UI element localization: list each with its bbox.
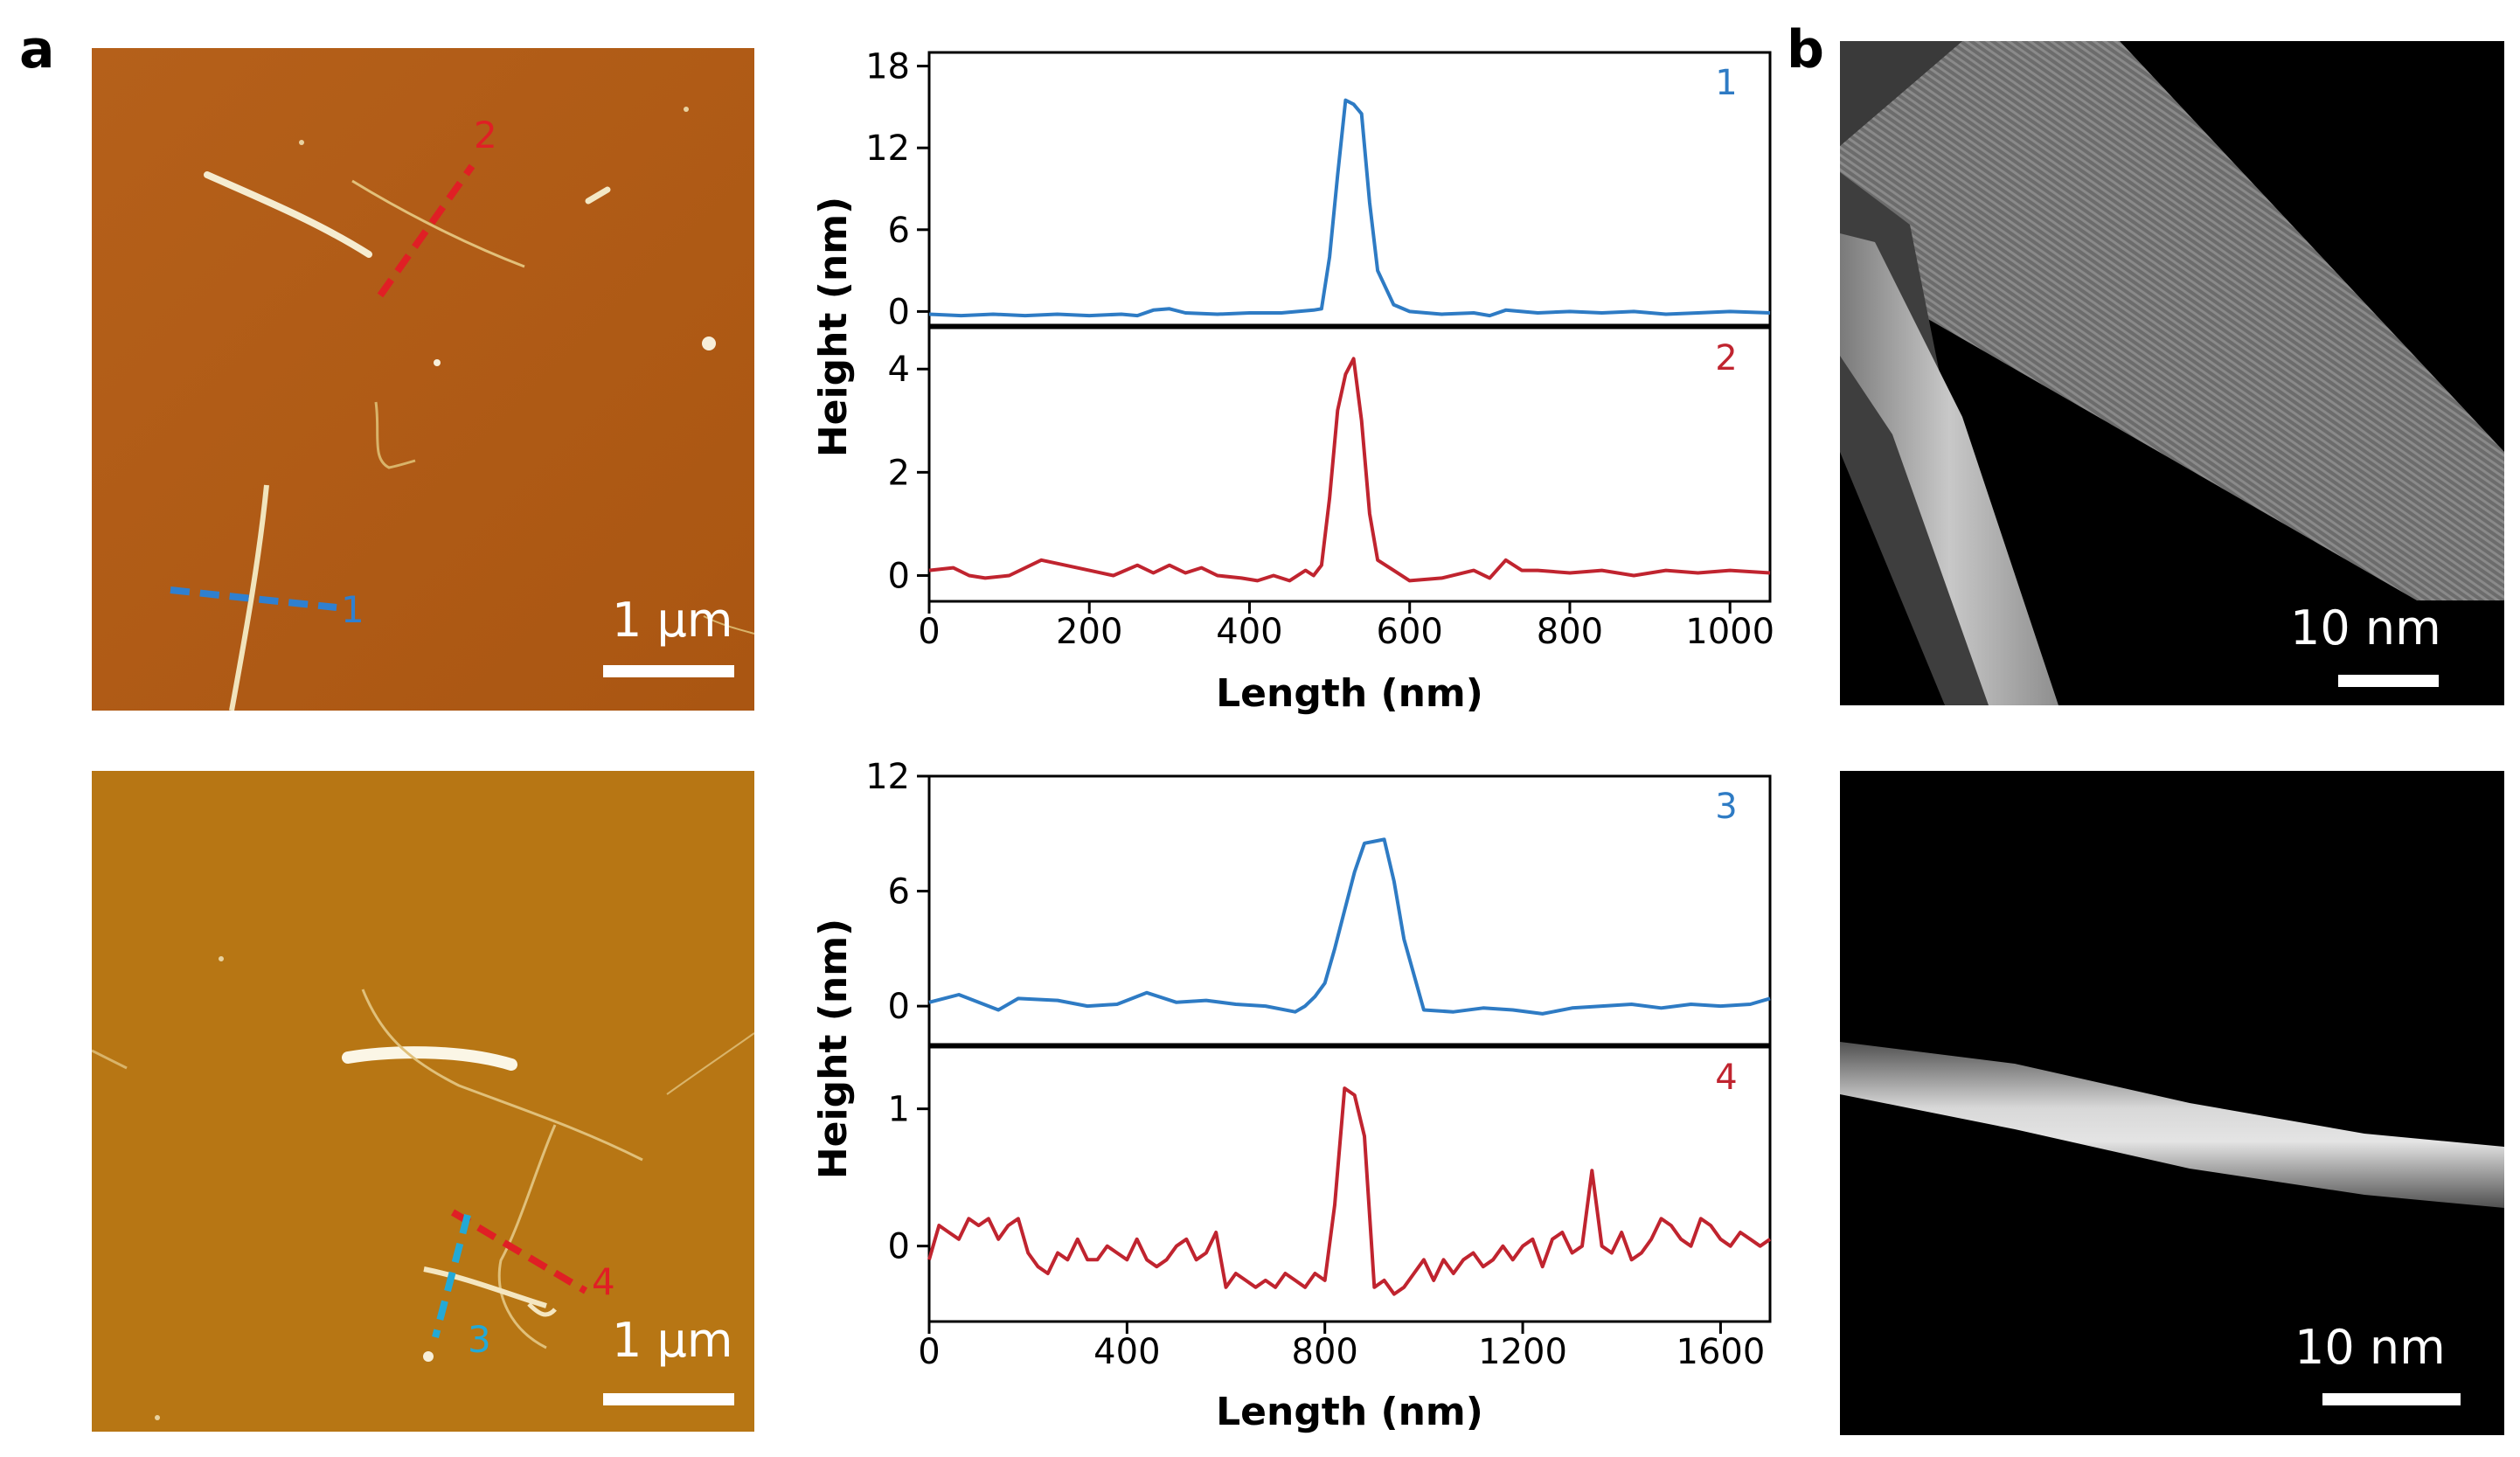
profile-line-4 — [450, 1209, 588, 1294]
profile-line-3 — [432, 1213, 471, 1339]
plot-frame — [927, 51, 1772, 327]
afm-image-bottom: 3 4 1 μm — [92, 771, 754, 1432]
afm-particle — [684, 107, 689, 112]
afm-fiber — [666, 1032, 754, 1095]
y-axis-label: Height (nm) — [811, 197, 856, 457]
afm-fiber — [351, 179, 525, 268]
afm-image-bottom-graphics — [92, 771, 754, 1432]
series-line-2 — [928, 357, 1771, 583]
afm-fiber — [229, 484, 269, 711]
afm-fiber — [497, 1124, 557, 1349]
afm-fiber — [92, 1049, 128, 1070]
plot-frame — [927, 774, 1772, 1046]
tem-nanotube-narrow — [1840, 233, 2058, 705]
profile-line-2-label: 2 — [474, 114, 497, 156]
afm-background — [92, 48, 754, 711]
y-tick-label: 12 — [865, 128, 910, 169]
y-tick-label: 6 — [888, 211, 910, 251]
x-tick-label: 800 — [1537, 612, 1603, 652]
x-tick-label: 600 — [1377, 612, 1443, 652]
series-label-1: 1 — [1715, 63, 1737, 103]
afm-particle — [299, 140, 304, 145]
afm-particle — [219, 956, 224, 961]
afm-fiber — [342, 1046, 517, 1071]
afm-particle — [423, 1351, 434, 1362]
x-axis-label: Length (nm) — [1216, 671, 1483, 716]
y-tick-label: 12 — [865, 757, 910, 797]
tem-nanotube — [1840, 1042, 2504, 1208]
series-label-2: 2 — [1715, 338, 1737, 378]
afm-background — [92, 771, 754, 1432]
tem-scale-bar-bottom — [2322, 1393, 2461, 1405]
tem-image-top-graphics — [1840, 41, 2504, 705]
y-tick-label: 0 — [888, 556, 910, 596]
afm-fiber — [703, 615, 754, 635]
tem-nanotube-wide — [1840, 41, 2504, 600]
afm-particle — [155, 1415, 160, 1420]
x-tick-label: 0 — [918, 1332, 940, 1372]
y-tick-label: 0 — [888, 1227, 910, 1267]
afm-image-top: 1 2 1 μm — [92, 48, 754, 711]
y-tick-label: 0 — [888, 987, 910, 1027]
y-tick-label: 4 — [888, 350, 910, 390]
afm-scale-bar-bottom — [603, 1393, 734, 1405]
afm-fiber — [374, 401, 416, 469]
series-label-3: 3 — [1715, 787, 1737, 827]
tem-image-top: 10 nm — [1840, 41, 2504, 705]
series-label-4: 4 — [1715, 1058, 1737, 1098]
tem-scale-bar-top — [2338, 675, 2439, 687]
y-tick-label: 0 — [888, 292, 910, 332]
y-tick-label: 1 — [888, 1090, 910, 1130]
panel-b-label: b — [1787, 19, 1824, 80]
y-tick-label: 6 — [888, 872, 910, 912]
afm-scale-label-top: 1 μm — [612, 593, 733, 648]
x-tick-label: 400 — [1216, 612, 1282, 652]
x-tick-label: 0 — [918, 612, 940, 652]
profile-line-2 — [377, 163, 476, 298]
plot-frame — [927, 1045, 1772, 1323]
x-tick-label: 800 — [1292, 1332, 1358, 1372]
profile-line-3-label: 3 — [468, 1318, 491, 1361]
y-tick-label: 18 — [865, 47, 910, 87]
x-tick-label: 1000 — [1685, 612, 1774, 652]
plot-frame — [927, 326, 1772, 603]
tem-scale-label-top: 10 nm — [2290, 600, 2441, 656]
afm-fiber — [423, 1266, 547, 1308]
afm-fiber — [585, 186, 611, 205]
panel-a-label: a — [19, 19, 55, 80]
tem-image-bottom-graphics — [1840, 771, 2504, 1435]
profile-line-1-label: 1 — [341, 588, 364, 631]
afm-fiber — [527, 1302, 557, 1317]
x-tick-label: 400 — [1093, 1332, 1160, 1372]
tem-image-bottom: 10 nm — [1840, 771, 2504, 1435]
x-tick-label: 1200 — [1478, 1332, 1567, 1372]
x-tick-label: 200 — [1056, 612, 1122, 652]
series-line-4 — [927, 1086, 1772, 1296]
profile-line-4-label: 4 — [592, 1260, 615, 1303]
series-line-1 — [928, 98, 1771, 318]
afm-fiber — [361, 989, 643, 1162]
y-tick-label: 2 — [888, 453, 910, 493]
afm-particle — [702, 336, 716, 350]
afm-scale-label-bottom: 1 μm — [612, 1313, 733, 1368]
afm-image-top-graphics — [92, 48, 754, 711]
y-axis-label: Height (nm) — [811, 919, 856, 1179]
afm-scale-bar-top — [603, 665, 734, 677]
afm-particle — [434, 359, 441, 366]
x-tick-label: 1600 — [1677, 1332, 1766, 1372]
tem-scale-label-bottom: 10 nm — [2294, 1320, 2446, 1375]
x-axis-label: Length (nm) — [1216, 1390, 1483, 1434]
afm-fiber — [204, 171, 372, 258]
series-line-3 — [928, 837, 1771, 1016]
